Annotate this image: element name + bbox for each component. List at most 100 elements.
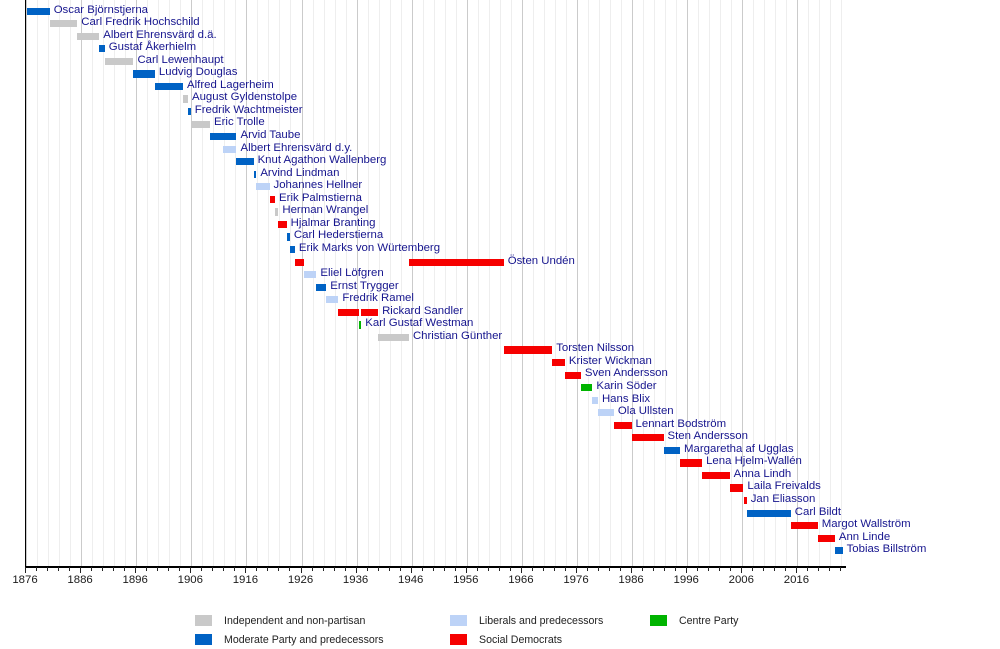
axis-tick [741, 567, 743, 573]
axis-tick [135, 567, 137, 573]
gridline-minor [643, 0, 645, 566]
timeline-bar[interactable] [408, 258, 504, 266]
axis-tick-label: 1916 [232, 574, 259, 586]
row-label: Erik Palmstierna [279, 191, 362, 204]
timeline-bar[interactable] [592, 396, 598, 404]
timeline-bar[interactable] [253, 170, 257, 178]
timeline-bar[interactable] [503, 346, 553, 354]
axis-tick [300, 567, 302, 573]
axis-tick [102, 567, 104, 571]
timeline-bar[interactable] [730, 484, 744, 492]
axis-tick [840, 567, 842, 571]
timeline-bar[interactable] [326, 296, 339, 304]
gridline-minor [786, 0, 788, 566]
axis-tick [311, 567, 313, 571]
gridline-minor [654, 0, 656, 566]
x-axis: 1876 1886 1896 1906 1916 1926 1936 1946 1956 1966… [12, 566, 846, 596]
gridline-minor [709, 0, 711, 566]
timeline-row: Carl Hederstierna [26, 229, 846, 244]
timeline-bar[interactable] [631, 434, 664, 442]
legend-swatch-independent [195, 615, 212, 626]
row-label: Oscar Björnstjerna [53, 3, 149, 16]
timeline-bar[interactable] [790, 522, 818, 530]
timeline-bar[interactable] [358, 321, 362, 329]
gridline-minor [103, 0, 105, 566]
timeline-bar[interactable] [817, 534, 835, 542]
timeline-bar[interactable] [236, 158, 254, 166]
axis-tick [675, 567, 677, 571]
axis-tick [333, 567, 335, 571]
row-label: Margot Wallström [821, 518, 911, 531]
gridline-major [577, 0, 578, 566]
timeline-row: Lennart Bodström [26, 418, 846, 432]
gridline-minor [125, 0, 127, 566]
timeline-bar[interactable] [702, 471, 730, 480]
gridline-minor [290, 0, 292, 566]
timeline-rows: Oscar Björnstjerna Carl Fredrik Hochschil… [26, 0, 926, 566]
timeline-bar[interactable] [190, 120, 211, 128]
timeline-bar[interactable] [99, 45, 105, 53]
timeline-bar[interactable] [834, 547, 843, 555]
timeline-bar[interactable] [183, 95, 188, 103]
axis-tick [432, 567, 434, 571]
legend-item[interactable]: Liberals and predecessors [450, 613, 603, 628]
timeline-bar[interactable] [289, 246, 295, 254]
timeline-bar[interactable] [580, 384, 593, 392]
gridline-minor [323, 0, 325, 566]
timeline-bar[interactable] [613, 421, 632, 429]
timeline-bar[interactable] [286, 233, 290, 241]
timeline-bar[interactable] [680, 459, 703, 467]
timeline-bar[interactable] [597, 409, 614, 417]
legend-item[interactable]: Centre Party [650, 613, 738, 628]
row-label: Krister Wickman [568, 354, 652, 367]
row-label: Knut Agathon Wallenberg [257, 154, 387, 167]
legend-swatch-moderate [195, 634, 212, 645]
row-label: Erik Marks von Würtemberg [298, 241, 441, 254]
timeline-bar[interactable] [77, 32, 100, 40]
timeline-bar[interactable] [187, 107, 191, 116]
chart-legend: Independent and non-partisan Moderate Par… [195, 613, 835, 647]
timeline-bar[interactable] [256, 183, 270, 191]
timeline-bar[interactable] [304, 271, 317, 279]
timeline-bar[interactable] [378, 333, 409, 342]
timeline-bar[interactable] [27, 7, 50, 15]
gridline-minor [114, 0, 116, 566]
timeline-row: Tobias Billström [26, 543, 926, 558]
timeline-bar[interactable] [338, 308, 359, 316]
legend-item[interactable]: Independent and non-partisan [195, 613, 365, 628]
gridline-major [797, 0, 799, 566]
timeline-bar[interactable] [746, 509, 791, 517]
timeline-bar[interactable] [316, 283, 327, 291]
gridline-minor [588, 0, 590, 566]
legend-label: Centre Party [679, 614, 739, 627]
timeline-bar[interactable] [133, 70, 155, 78]
timeline-bar[interactable] [210, 133, 237, 141]
timeline-bar[interactable] [278, 220, 287, 229]
timeline-bar[interactable] [663, 446, 681, 455]
row-label: Sten Andersson [667, 430, 748, 443]
timeline-bar[interactable] [361, 308, 379, 316]
timeline-bar[interactable] [275, 208, 279, 216]
timeline-bar[interactable] [104, 57, 134, 65]
timeline-bar[interactable] [564, 371, 581, 379]
timeline-bar[interactable] [154, 82, 184, 91]
timeline-bar[interactable] [294, 258, 305, 266]
row-label: Laila Freivalds [747, 480, 821, 493]
legend-item[interactable]: Social Democrats [450, 632, 562, 647]
timeline-bar[interactable] [552, 358, 565, 367]
row-label: Karl Gustaf Westman [365, 317, 474, 330]
row-label: Eliel Löfgren [320, 267, 384, 280]
timeline-row: Östen Undén [26, 255, 846, 269]
timeline-bar[interactable] [743, 497, 747, 505]
timeline-bar[interactable] [222, 145, 237, 153]
timeline-bar[interactable] [49, 20, 78, 28]
gridline-major [632, 0, 634, 566]
gridline-minor [665, 0, 667, 566]
gridline-minor [367, 0, 369, 566]
legend-swatch-centre [650, 615, 667, 626]
axis-tick [664, 567, 666, 571]
timeline-row: Fredrik Wachtmeister [26, 104, 846, 118]
gridline-minor [70, 0, 72, 566]
legend-item[interactable]: Moderate Party and predecessors [195, 632, 384, 647]
timeline-bar[interactable] [269, 195, 276, 204]
